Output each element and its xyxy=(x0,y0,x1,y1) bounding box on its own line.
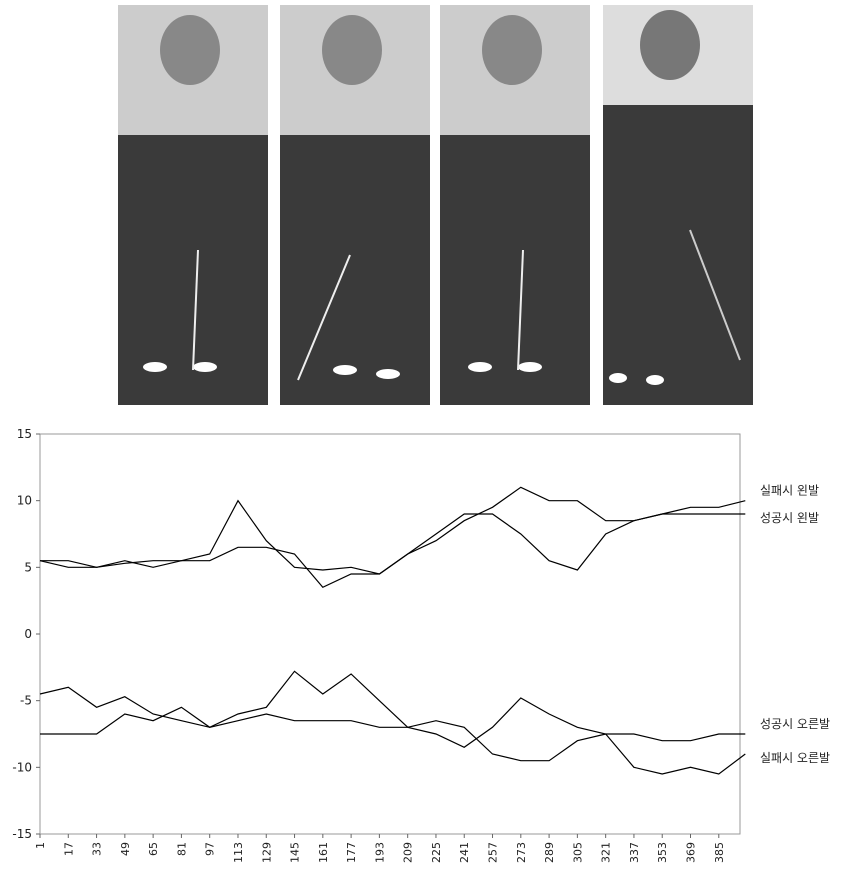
plot-frame xyxy=(39,433,741,835)
y-tick-label: 10 xyxy=(17,494,32,508)
x-tick-label: 257 xyxy=(487,842,500,863)
legend-label: 성공시 오른발 xyxy=(760,717,830,731)
x-tick-label: 305 xyxy=(571,842,584,863)
x-tick-label: 129 xyxy=(260,842,273,863)
series-line xyxy=(39,670,746,775)
x-tick-label: 113 xyxy=(232,842,245,863)
x-tick-label: 289 xyxy=(543,842,556,863)
y-tick-label: 0 xyxy=(24,627,32,641)
x-tick-label: 161 xyxy=(317,842,330,863)
legend-label: 성공시 왼발 xyxy=(760,511,819,525)
series-line xyxy=(39,500,746,589)
legend-label: 실패시 왼발 xyxy=(760,484,819,498)
x-tick-label: 81 xyxy=(175,842,188,856)
x-tick-label: 225 xyxy=(430,842,443,863)
x-tick-label: 385 xyxy=(713,842,726,863)
x-tick-label: 337 xyxy=(628,842,641,863)
series-line xyxy=(40,706,746,762)
x-tick-label: 1 xyxy=(34,842,47,849)
x-tick-label: 241 xyxy=(458,842,471,863)
x-tick-label: 353 xyxy=(656,842,669,863)
x-tick-label: 369 xyxy=(685,842,698,863)
x-tick-label: 193 xyxy=(373,842,386,863)
photo-details xyxy=(118,5,753,385)
y-tick-label: -5 xyxy=(20,694,32,708)
y-tick-label: 5 xyxy=(24,560,32,574)
legend-label: 실패시 오른발 xyxy=(760,751,830,765)
x-tick-label: 321 xyxy=(600,842,613,863)
x-tick-label: 97 xyxy=(204,842,217,856)
y-tick-label: 15 xyxy=(17,427,32,441)
x-tick-label: 65 xyxy=(147,842,160,856)
photos xyxy=(118,5,753,405)
x-tick-label: 49 xyxy=(119,842,132,856)
x-tick-label: 17 xyxy=(62,842,75,856)
y-tick-label: -15 xyxy=(12,827,32,841)
x-tick-label: 273 xyxy=(515,842,528,863)
x-tick-label: 145 xyxy=(289,842,302,863)
y-tick-label: -10 xyxy=(12,760,32,774)
x-tick-label: 33 xyxy=(91,842,104,856)
x-tick-label: 209 xyxy=(402,842,415,863)
series-line xyxy=(40,486,746,575)
x-tick-label: 177 xyxy=(345,842,358,863)
